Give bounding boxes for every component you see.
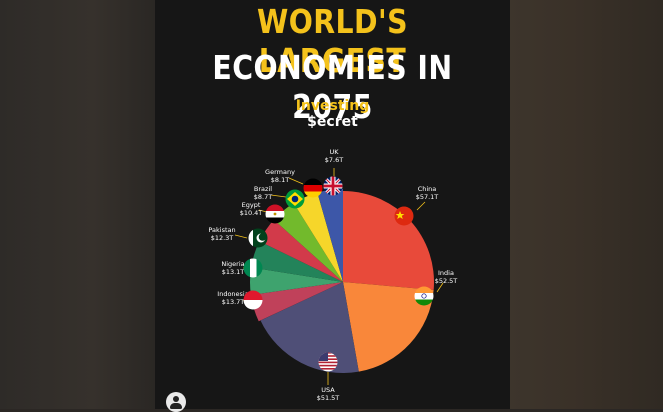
slice-value-pakistan: $12.3T: [211, 234, 234, 242]
indonesia-flag-icon: [243, 290, 263, 310]
egypt-flag-icon: [265, 204, 285, 224]
slice-value-indonesia: $13.7T: [222, 298, 245, 306]
logo-line-2: $ecret: [307, 114, 358, 130]
pie-slice-china: [343, 191, 434, 290]
leader-line-pakistan: [234, 234, 248, 239]
leader-line-germany: [288, 177, 304, 185]
right-blurred-background: [510, 0, 663, 409]
slice-value-nigeria: $13.1T: [222, 268, 245, 276]
user-icon[interactable]: [166, 392, 186, 412]
slice-name-india: India: [438, 269, 454, 277]
user-icon-body: [170, 403, 182, 409]
slice-name-pakistan: Pakistan: [208, 226, 235, 234]
slice-name-china: China: [418, 185, 437, 193]
slice-name-usa: USA: [321, 386, 335, 394]
nigeria-flag-icon: [243, 258, 263, 278]
slice-name-egypt: Egypt: [242, 201, 261, 209]
pie-slice-germany: [293, 192, 343, 282]
infographic-panel: WORLD'S LARGEST ECONOMIES IN 2075 Invest…: [155, 0, 510, 409]
china-flag-icon: [394, 206, 414, 226]
india-flag-icon: [414, 286, 434, 306]
slice-value-india: $52.5T: [435, 277, 458, 285]
pie-slice-brazil: [273, 203, 343, 282]
slice-name-indonesia: Indonesia: [217, 290, 248, 298]
brand-logo: Investing $ecret: [155, 98, 510, 130]
left-blurred-background: [0, 0, 155, 409]
brazil-flag-icon: [285, 189, 305, 209]
user-icon-head: [173, 396, 179, 402]
slice-name-nigeria: Nigeria: [221, 260, 244, 268]
pie-slice-indonesia: [250, 282, 343, 322]
pie-slice-nigeria: [250, 267, 343, 295]
usa-flag-icon: [318, 352, 338, 372]
slice-value-usa: $51.5T: [317, 394, 340, 402]
title-line-2: ECONOMIES IN 2075: [212, 48, 453, 126]
pie-slice-uk: [317, 189, 343, 282]
slice-name-brazil: Brazil: [254, 185, 272, 193]
title-line-1: WORLD'S LARGEST: [256, 2, 409, 80]
germany-flag-icon: [303, 178, 323, 198]
pie-slice-pakistan: [251, 241, 343, 282]
slice-value-uk: $7.6T: [325, 156, 343, 164]
leader-line-china: [416, 201, 426, 211]
slice-value-brazil: $8.7T: [254, 193, 272, 201]
pie-slice-india: [343, 282, 434, 372]
leader-line-brazil: [270, 194, 287, 198]
slice-value-germany: $8.1T: [271, 176, 289, 184]
leader-line-egypt: [258, 209, 268, 213]
slice-name-germany: Germany: [265, 168, 295, 176]
pie-chart: China$57.1T India$52.5T USA$51.5T Indonesia…: [208, 148, 458, 402]
slice-value-egypt: $10.4T: [240, 209, 263, 217]
uk-flag-icon: [323, 176, 343, 196]
logo-line-1: Investing: [295, 98, 370, 114]
leader-line-india: [436, 282, 444, 293]
pie-slice-usa: [260, 282, 359, 374]
slice-value-china: $57.1T: [416, 193, 439, 201]
pie-slice-egypt: [259, 219, 343, 282]
pakistan-flag-icon: [248, 228, 268, 248]
slice-name-uk: UK: [329, 148, 339, 156]
